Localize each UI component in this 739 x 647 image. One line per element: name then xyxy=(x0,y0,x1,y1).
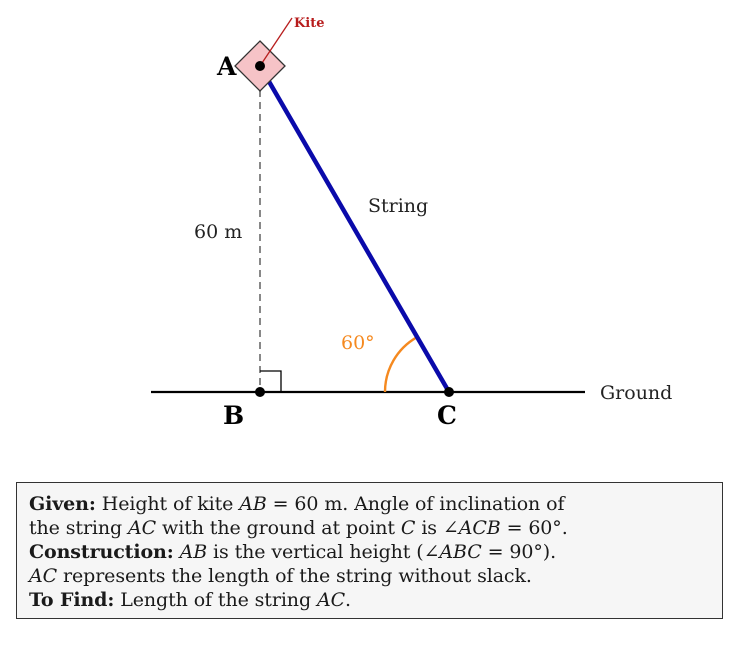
construction-line-2: AC represents the length of the string w… xyxy=(29,564,710,588)
given-text-2: = 60 m. Angle of inclination of xyxy=(266,493,565,515)
construction-text-4: represents the length of the string with… xyxy=(57,565,532,587)
angle-label: 60° xyxy=(341,332,375,354)
problem-info-box: Given: Height of kite AB = 60 m. Angle o… xyxy=(16,482,723,619)
given-line-1: Given: Height of kite AB = 60 m. Angle o… xyxy=(29,492,710,516)
point-a-dot xyxy=(255,61,265,71)
construction-text-2: is the vertical height (∠ xyxy=(207,541,440,563)
given-text-6: = 60°. xyxy=(500,517,568,539)
height-label: 60 m xyxy=(194,221,242,243)
string-label: String xyxy=(368,195,428,217)
point-b-dot xyxy=(255,387,265,397)
angle-arc-60 xyxy=(383,336,418,393)
given-heading: Given: xyxy=(29,493,96,515)
kite-pointer-line xyxy=(259,17,293,67)
string-ac xyxy=(258,64,451,394)
kite-label: Kite xyxy=(294,16,325,31)
point-a-label: A xyxy=(216,52,237,81)
construction-line-1: Construction: AB is the vertical height … xyxy=(29,540,710,564)
given-text-1: Height of kite xyxy=(95,493,240,515)
given-acb: ACB xyxy=(458,517,501,539)
construction-text-3: = 90°). xyxy=(481,541,557,563)
construction-ac: AC xyxy=(29,565,58,587)
given-text-4: with the ground at point xyxy=(156,517,401,539)
right-angle-marker xyxy=(260,370,282,392)
construction-abc: ABC xyxy=(439,541,482,563)
given-ac: AC xyxy=(128,517,157,539)
tofind-end: . xyxy=(345,589,351,611)
point-c-dot xyxy=(444,387,454,397)
given-ab: AB xyxy=(239,493,267,515)
tofind-ac: AC xyxy=(316,589,346,611)
kite-diagram: Kite A B C String 60 m 60° Ground xyxy=(151,16,672,430)
point-c-label: C xyxy=(437,401,457,430)
tofind-line: To Find: Length of the string AC. xyxy=(29,588,710,612)
construction-ab: AB xyxy=(179,541,208,563)
tofind-text: Length of the string xyxy=(114,589,317,611)
ground-label: Ground xyxy=(600,382,672,404)
point-b-label: B xyxy=(223,401,244,430)
given-text-3: the string xyxy=(29,517,129,539)
tofind-heading: To Find: xyxy=(29,589,115,611)
given-text-5: is ∠ xyxy=(415,517,459,539)
given-line-2: the string AC with the ground at point C… xyxy=(29,516,710,540)
construction-heading: Construction: xyxy=(29,541,174,563)
given-c: C xyxy=(400,517,416,539)
